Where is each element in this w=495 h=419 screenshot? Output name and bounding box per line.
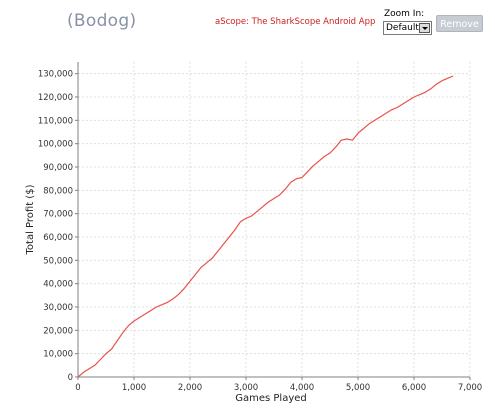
- y-tick-label: 110,000: [38, 116, 73, 126]
- remove-button[interactable]: Remove: [436, 15, 483, 32]
- x-tick-label: 7,000: [458, 383, 482, 393]
- y-tick-label: 130,000: [38, 70, 73, 80]
- site-title: (Bodog): [67, 11, 137, 31]
- y-tick-label: 40,000: [43, 280, 73, 290]
- y-tick-label: 120,000: [38, 93, 73, 103]
- zoom-selected-value: Default: [386, 23, 419, 33]
- y-tick-label: 70,000: [43, 210, 73, 220]
- x-tick-label: 5,000: [346, 383, 370, 393]
- x-axis-title: Games Played: [235, 393, 307, 404]
- y-tick-label: 50,000: [43, 256, 73, 266]
- ascope-promo-link[interactable]: aScope: The SharkScope Android App: [215, 17, 376, 27]
- y-tick-label: 20,000: [43, 326, 73, 336]
- y-tick-label: 10,000: [43, 350, 73, 360]
- y-axis-title: Total Profit ($): [25, 184, 36, 255]
- y-tick-label: 100,000: [38, 140, 73, 150]
- x-tick-label: 0: [75, 383, 80, 393]
- zoom-label: Zoom In:: [384, 9, 425, 19]
- chevron-down-icon[interactable]: [419, 23, 430, 33]
- x-tick-label: 2,000: [178, 383, 202, 393]
- y-tick-label: 80,000: [43, 186, 73, 196]
- x-tick-label: 3,000: [234, 383, 258, 393]
- y-tick-label: 60,000: [43, 233, 73, 243]
- y-tick-label: 90,000: [43, 163, 73, 173]
- x-tick-label: 1,000: [122, 383, 146, 393]
- y-tick-label: 30,000: [43, 303, 73, 313]
- profit-series-line: [77, 75, 454, 378]
- x-tick-label: 6,000: [402, 383, 426, 393]
- y-tick-label: 0: [68, 373, 73, 383]
- zoom-select[interactable]: Default: [383, 21, 432, 35]
- x-tick-label: 4,000: [290, 383, 314, 393]
